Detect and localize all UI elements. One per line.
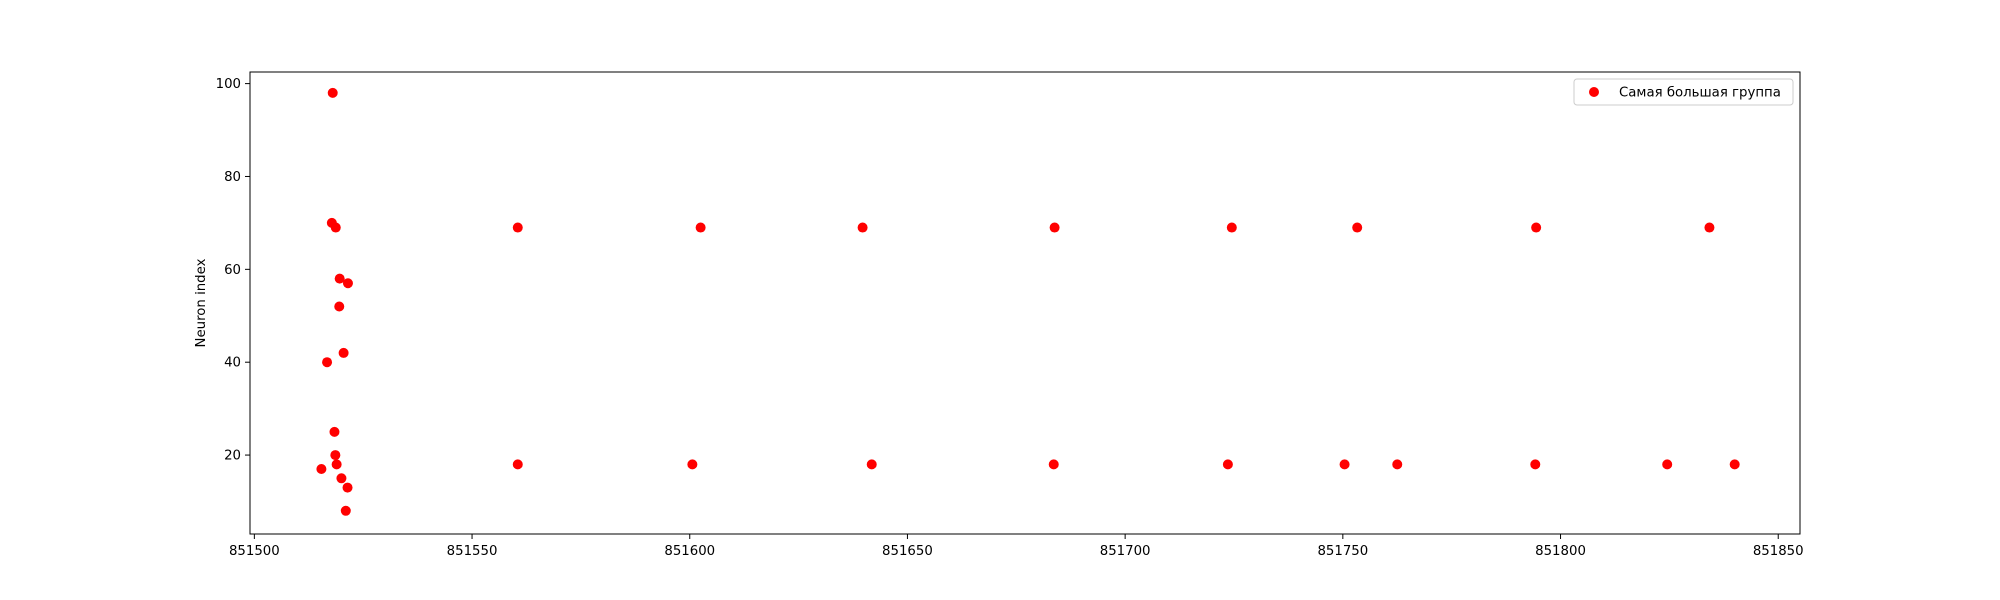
- data-point: [336, 473, 347, 484]
- data-point: [512, 222, 523, 233]
- data-point: [1222, 459, 1233, 470]
- data-point: [1049, 222, 1060, 233]
- legend-label: Самая большая группа: [1619, 85, 1781, 101]
- x-tick-label: 851850: [1753, 544, 1804, 559]
- data-point: [1339, 459, 1350, 470]
- y-tick-label: 80: [224, 170, 241, 185]
- data-point: [1392, 459, 1403, 470]
- data-point: [1048, 459, 1059, 470]
- data-point: [342, 278, 353, 289]
- data-point: [331, 459, 342, 470]
- data-point: [330, 222, 341, 233]
- legend: Самая большая группа: [1573, 78, 1794, 106]
- data-point: [1704, 222, 1715, 233]
- data-point: [512, 459, 523, 470]
- x-axis: 851500 851550 851600 851650 851700 851750 8518…: [229, 534, 1804, 559]
- x-tick-label: 851600: [664, 544, 715, 559]
- data-point: [1662, 459, 1673, 470]
- y-axis: 20 40 60 80 100: [216, 77, 250, 464]
- legend-marker: [1589, 87, 1599, 97]
- data-point: [695, 222, 706, 233]
- y-tick-label: 20: [224, 449, 241, 464]
- x-tick-label: 851750: [1317, 544, 1368, 559]
- y-tick-label: 40: [224, 356, 241, 371]
- data-point: [327, 87, 338, 98]
- data-point: [334, 273, 345, 284]
- data-point: [687, 459, 698, 470]
- x-tick-label: 851800: [1535, 544, 1586, 559]
- data-point: [866, 459, 877, 470]
- x-tick-label: 851700: [1100, 544, 1151, 559]
- data-point: [334, 301, 345, 312]
- data-point: [1352, 222, 1363, 233]
- x-tick-label: 851650: [882, 544, 933, 559]
- data-point: [1530, 459, 1541, 470]
- y-tick-label: 100: [216, 77, 241, 92]
- plot-frame: [249, 71, 1801, 535]
- legend-box: [1573, 78, 1794, 106]
- data-point: [329, 426, 340, 437]
- data-point: [340, 505, 351, 516]
- data-point: [342, 482, 353, 493]
- x-tick-label: 851550: [447, 544, 498, 559]
- data-point: [338, 347, 349, 358]
- y-tick-label: 60: [224, 263, 241, 278]
- data-point: [1729, 459, 1740, 470]
- data-point: [1531, 222, 1542, 233]
- x-tick-label: 851500: [229, 544, 280, 559]
- data-point: [330, 450, 341, 461]
- data-point: [1226, 222, 1237, 233]
- data-point: [857, 222, 868, 233]
- data-points: [316, 87, 1740, 516]
- data-point: [316, 463, 327, 474]
- y-axis-label: Neuron index: [194, 258, 209, 347]
- data-point: [322, 357, 333, 368]
